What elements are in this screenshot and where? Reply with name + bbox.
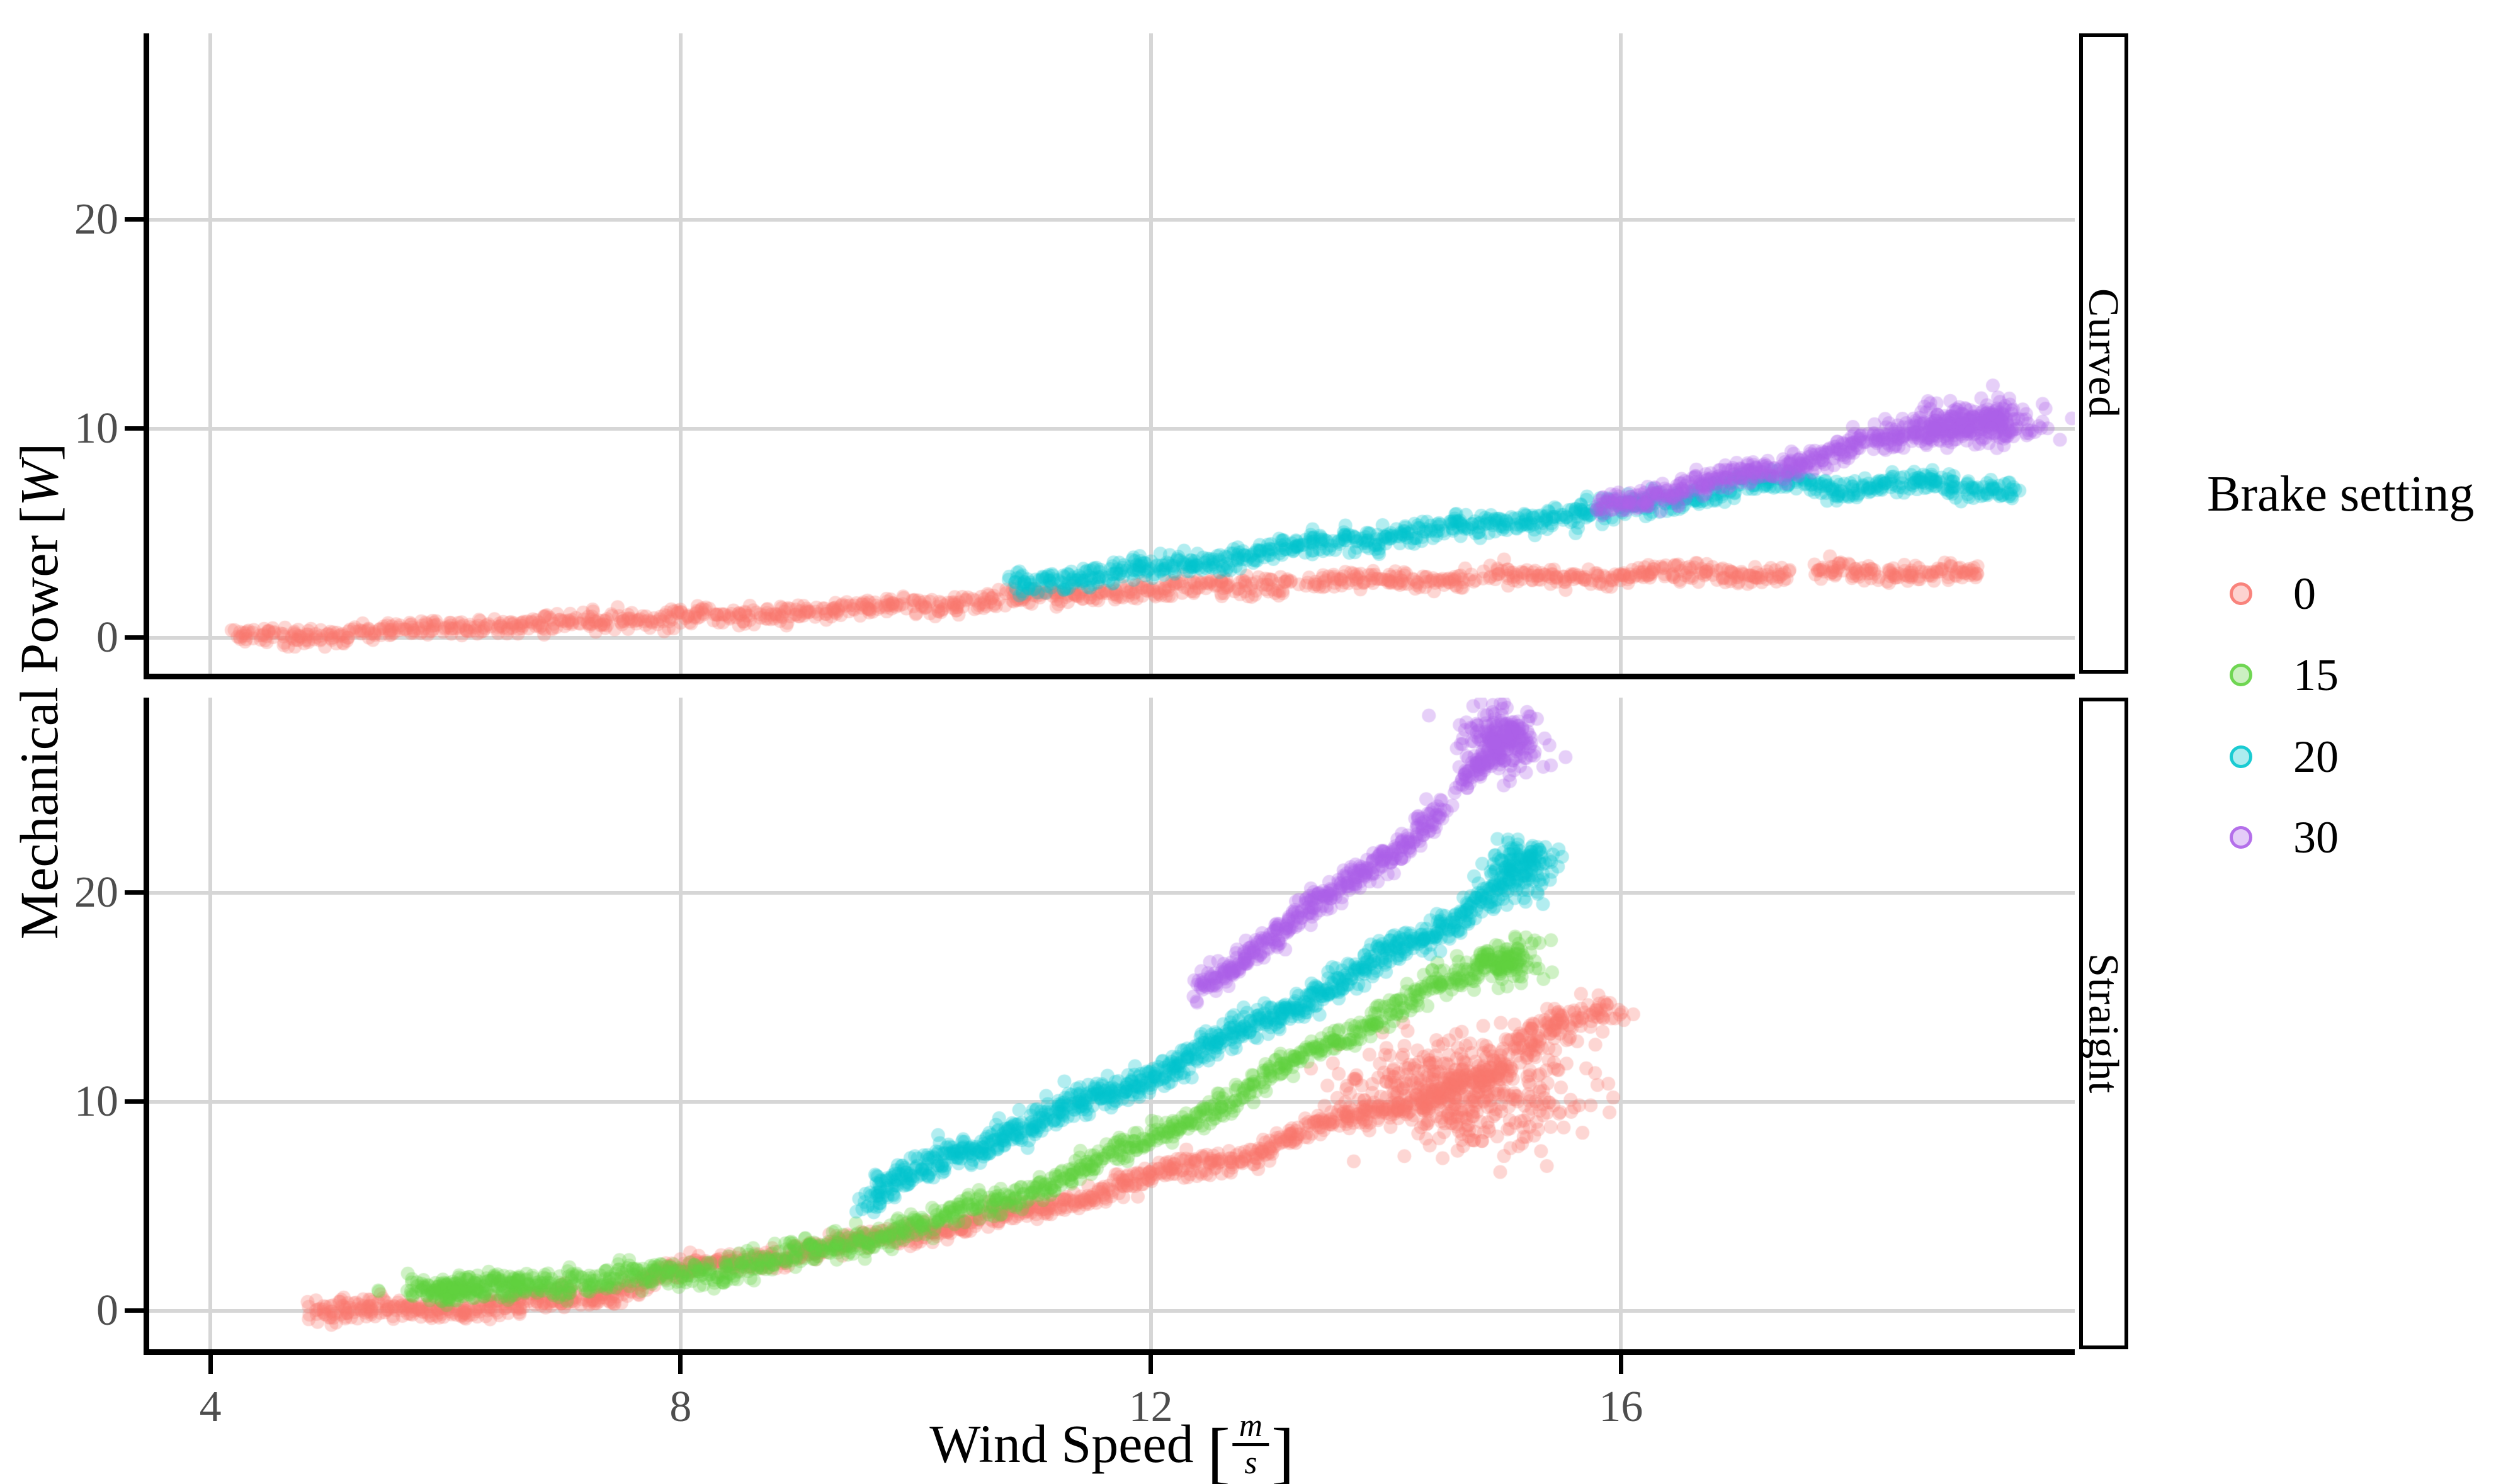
legend-label-30: 30: [2293, 812, 2339, 863]
right-bracket: ]: [1271, 1414, 1295, 1484]
panel-points-canvas-straight: [149, 698, 2075, 1349]
legend-marker-15: [2230, 664, 2252, 686]
x-tick-8: [678, 1355, 683, 1374]
y-tick-20: [125, 217, 144, 222]
x-tick-label-8: 8: [669, 1383, 692, 1431]
x-axis-title: Wind Speed [m s]: [929, 1409, 1294, 1484]
x-axis-title-text: Wind Speed: [929, 1413, 1194, 1475]
x-axis-line: [144, 1349, 2075, 1355]
y-tick-20: [125, 890, 144, 895]
y-tick-10: [125, 426, 144, 431]
x-tick-label-16: 16: [1599, 1383, 1643, 1431]
left-bracket: [: [1207, 1414, 1230, 1484]
x-tick-12: [1149, 1355, 1154, 1374]
y-tick-10: [125, 1099, 144, 1104]
y-tick-label-10: 10: [74, 1077, 118, 1126]
x-tick-16: [1618, 1355, 1623, 1374]
unit-fraction-numerator: m: [1232, 1409, 1269, 1446]
y-axis-line: [144, 698, 149, 1355]
facet-strip-straight-label: Straight: [2080, 953, 2128, 1094]
y-tick-label-20: 20: [74, 868, 118, 917]
x-tick-4: [208, 1355, 213, 1374]
y-axis-line: [144, 33, 149, 679]
legend: Brake setting: [2185, 466, 2496, 523]
y-tick-0: [125, 635, 144, 640]
y-tick-label-0: 0: [96, 613, 118, 662]
facet-strip-straight: Straight: [2079, 698, 2128, 1349]
legend-marker-20: [2230, 745, 2252, 768]
x-tick-label-4: 4: [199, 1383, 222, 1431]
x-axis-line: [144, 674, 2075, 679]
legend-title: Brake setting: [2207, 467, 2475, 522]
y-tick-label-0: 0: [96, 1286, 118, 1335]
x-tick-label-12: 12: [1128, 1383, 1173, 1431]
y-axis-title-text: Mechanical Power: [9, 535, 69, 940]
legend-marker-30: [2230, 826, 2252, 849]
legend-label-0: 0: [2293, 569, 2316, 619]
facet-strip-curved: Curved: [2079, 33, 2128, 674]
y-tick-label-10: 10: [74, 404, 118, 453]
unit-fraction-denominator: s: [1244, 1444, 1257, 1481]
panel-points-canvas-curved: [149, 33, 2075, 674]
y-tick-label-20: 20: [74, 195, 118, 244]
legend-marker-0: [2230, 582, 2252, 605]
facet-strip-curved-label: Curved: [2080, 288, 2128, 419]
legend-label-15: 15: [2293, 650, 2339, 700]
y-tick-0: [125, 1308, 144, 1313]
legend-label-20: 20: [2293, 732, 2339, 782]
y-axis-title: Mechanical Power [W]: [9, 443, 69, 940]
y-axis-unit: W: [9, 461, 69, 507]
